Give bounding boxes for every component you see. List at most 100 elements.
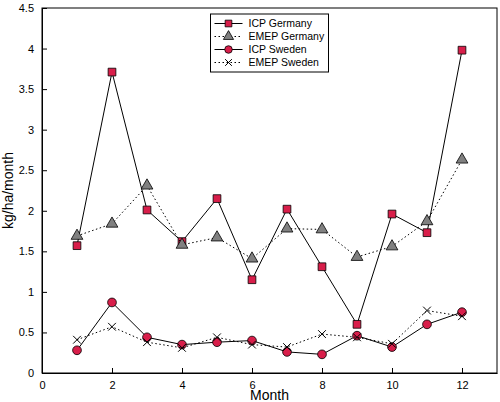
series-marker (283, 343, 291, 351)
series-marker (176, 238, 188, 248)
plot: 02468101200.511.522.533.544.5ICP Germany… (19, 2, 498, 391)
y-axis-title: kg/ha/month (0, 152, 16, 229)
y-tick: 2 (28, 205, 47, 217)
series-line (77, 311, 462, 348)
y-axis-line (42, 9, 43, 374)
y-tick-mark (42, 332, 47, 333)
x-axis-title: Month (250, 387, 289, 402)
y-tick-label: 2.5 (19, 164, 34, 176)
legend-marker (225, 20, 232, 27)
series-marker (73, 346, 82, 355)
y-tick: 3.5 (19, 83, 47, 95)
series-marker (248, 276, 256, 284)
y-tick-mark (42, 8, 47, 9)
x-tick-mark (462, 368, 463, 373)
x-tick-mark (182, 368, 183, 373)
legend-entry: ICP Germany (215, 17, 313, 29)
series-marker (213, 333, 221, 341)
y-tick: 3 (28, 124, 47, 136)
series-marker (283, 348, 292, 357)
x-tick-label: 0 (39, 379, 45, 391)
series-marker (458, 308, 467, 317)
x-tick-label: 2 (109, 379, 115, 391)
y-tick-label: 2 (28, 205, 34, 217)
x-axis-line (43, 373, 498, 374)
legend-marker (225, 59, 232, 66)
x-tick: 2 (109, 368, 115, 391)
series-line (77, 302, 462, 354)
legend-entry: ICP Sweden (215, 43, 307, 55)
series-marker (213, 195, 221, 203)
series-marker (211, 231, 223, 241)
y-tick: 1.5 (19, 245, 47, 257)
x-tick-label: 12 (456, 379, 468, 391)
x-tick: 4 (179, 368, 185, 391)
legend-box (211, 14, 329, 72)
y-tick-mark (42, 89, 47, 90)
series-marker (73, 242, 81, 250)
series-marker (316, 223, 328, 233)
y-tick-label: 0 (28, 367, 34, 379)
x-tick-mark (252, 368, 253, 373)
legend: ICP GermanyEMEP GermanyICP SwedenEMEP Sw… (211, 14, 329, 72)
series-line (77, 50, 462, 324)
series-marker (423, 229, 431, 237)
series-marker (423, 307, 431, 315)
y-tick-label: 0.5 (19, 326, 34, 338)
x-tick: 12 (456, 368, 468, 391)
series-marker (456, 153, 468, 163)
legend-label: ICP Germany (249, 17, 313, 29)
series-marker (73, 336, 81, 344)
y-tick: 0.5 (19, 326, 47, 338)
series-line (77, 160, 462, 259)
series-marker (283, 205, 291, 213)
y-tick-label: 4.5 (19, 2, 34, 14)
plot-frame (42, 8, 497, 373)
y-tick: 1 (28, 286, 47, 298)
series-marker (143, 338, 151, 346)
y-tick-label: 3.5 (19, 83, 34, 95)
x-tick-mark (392, 368, 393, 373)
legend-label: EMEP Germany (249, 30, 325, 42)
series-marker (353, 331, 362, 340)
series-marker (178, 344, 186, 352)
series-marker (108, 298, 117, 307)
x-tick-mark (322, 368, 323, 373)
series-marker (318, 350, 327, 359)
legend-label: ICP Sweden (249, 43, 307, 55)
legend-label: EMEP Sweden (249, 56, 320, 68)
y-tick-mark (42, 251, 47, 252)
y-tick-label: 3 (28, 124, 34, 136)
y-tick: 2.5 (19, 164, 47, 176)
series-marker (108, 323, 116, 331)
y-tick-mark (42, 130, 47, 131)
series-marker (246, 252, 258, 262)
series-marker (388, 210, 396, 218)
series-marker (353, 320, 361, 328)
series-marker (423, 320, 432, 329)
x-tick-label: 8 (319, 379, 325, 391)
y-tick: 4 (28, 43, 47, 55)
series-marker (458, 312, 466, 320)
legend-entry: EMEP Sweden (215, 56, 320, 68)
y-tick-mark (42, 49, 47, 50)
series-marker (318, 263, 326, 271)
legend-marker (225, 46, 233, 54)
series-marker (71, 229, 83, 239)
series-marker (141, 179, 153, 189)
y-tick-mark (42, 170, 47, 171)
series-marker (106, 217, 118, 227)
y-tick-label: 4 (28, 43, 34, 55)
series-marker (421, 215, 433, 225)
y-tick-mark (42, 211, 47, 212)
series-marker (108, 68, 116, 76)
chart: 02468101200.511.522.533.544.5ICP Germany… (0, 0, 500, 402)
series-marker (143, 206, 151, 214)
series-marker (353, 333, 361, 341)
series-marker (281, 222, 293, 232)
x-tick-label: 10 (386, 379, 398, 391)
y-tick-label: 1.5 (19, 245, 34, 257)
y-tick-label: 1 (28, 286, 34, 298)
y-axis: 0 0.5 1 1.5 2 2.5 3 3.5 4 4.5 (19, 2, 47, 379)
x-tick: 8 (319, 368, 325, 391)
